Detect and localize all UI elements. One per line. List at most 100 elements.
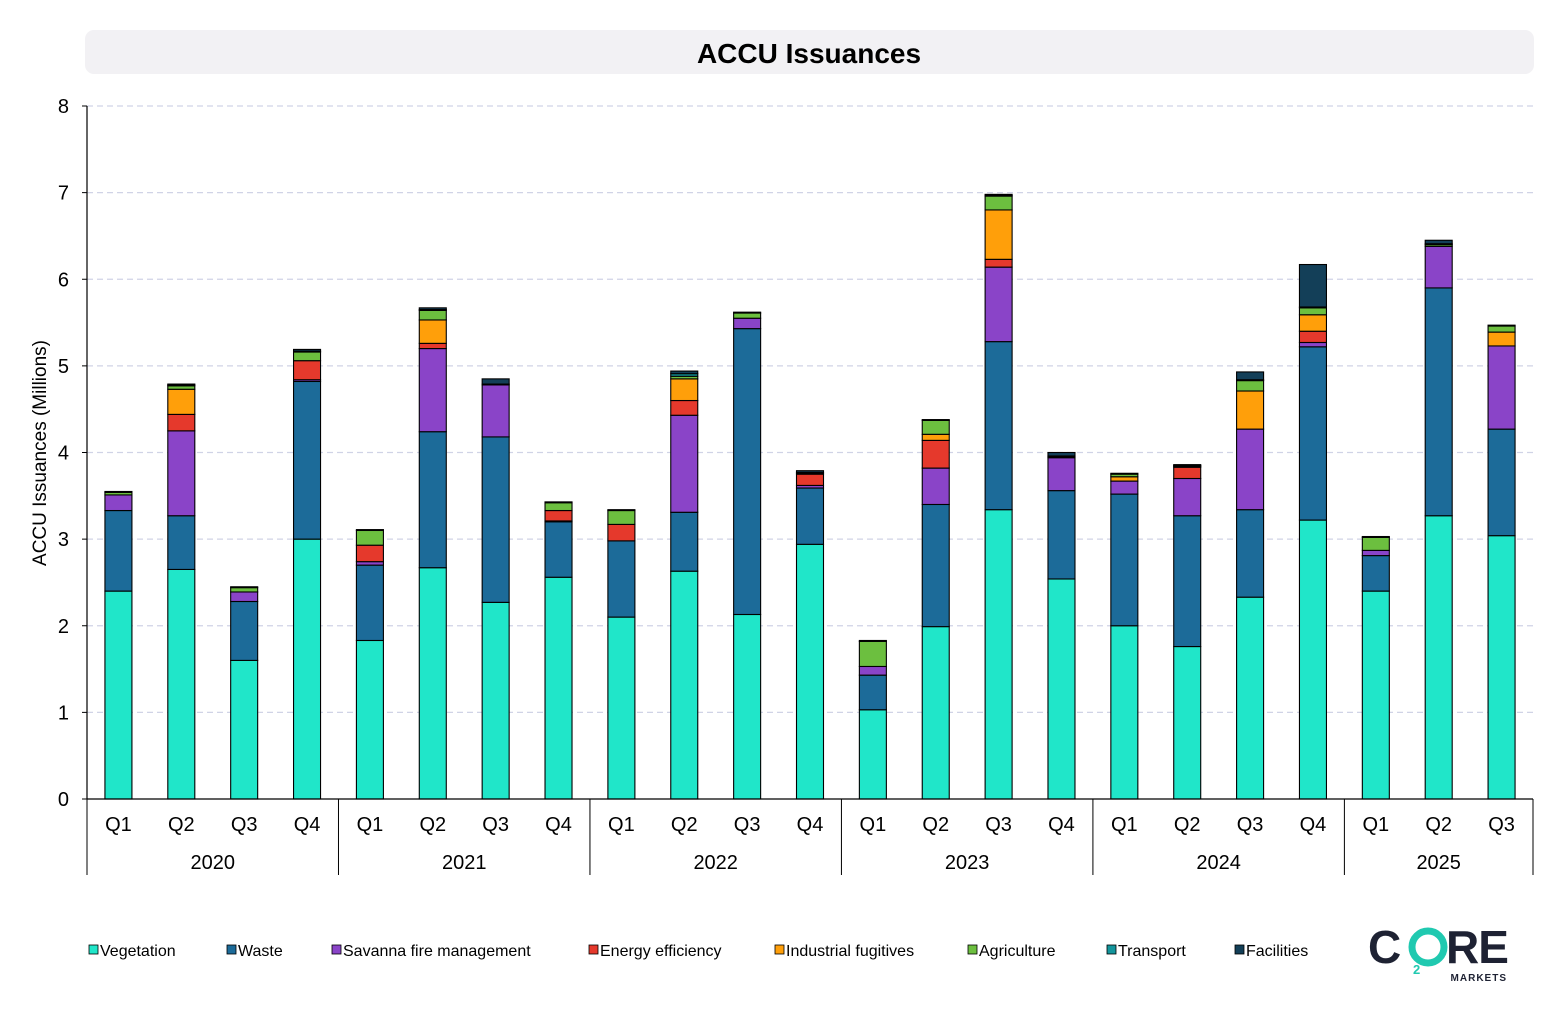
- bar-segment-industrial-fugitives: [167, 388, 196, 415]
- bar-segment-savanna-fire-management: [858, 665, 887, 676]
- legend-label: Agriculture: [979, 943, 1056, 960]
- bar-segment-savanna-fire-management: [230, 591, 259, 603]
- legend-item: Energy efficiency: [588, 943, 722, 960]
- bar-segment-vegetation: [795, 543, 825, 800]
- bar-segment-vegetation: [733, 613, 762, 800]
- x-tick-label: Q2: [671, 814, 698, 836]
- bar-segment-vegetation: [481, 601, 510, 800]
- legend-swatch: [1106, 944, 1117, 955]
- bar-segment-waste: [104, 509, 133, 592]
- bar-segment-agriculture: [733, 312, 762, 319]
- bar-segment-industrial-fugitives: [418, 319, 447, 344]
- bar-segment-transport: [230, 586, 259, 589]
- bar-stack: [230, 586, 259, 800]
- bar-segment-waste: [1173, 515, 1202, 648]
- bar-segment-waste: [544, 521, 573, 578]
- bar-segment-waste: [1487, 428, 1516, 537]
- y-tick-label: 5: [58, 356, 69, 378]
- bar-segment-transport: [1487, 324, 1516, 327]
- bar-stack: [1173, 464, 1202, 800]
- bar-segment-energy-efficiency: [921, 439, 950, 469]
- bar-segment-facilities: [1236, 371, 1265, 381]
- bar-segment-waste: [230, 600, 259, 661]
- bar-stack: [481, 378, 510, 800]
- bar-segment-vegetation: [1110, 625, 1139, 800]
- title-banner: [85, 30, 1534, 74]
- legend-item: Facilities: [1234, 943, 1308, 960]
- bar-segment-agriculture: [858, 640, 887, 668]
- bar-segment-agriculture: [418, 309, 447, 321]
- y-tick-label: 8: [58, 96, 69, 118]
- bar-stack: [167, 383, 196, 800]
- bar-segment-savanna-fire-management: [1110, 480, 1139, 495]
- x-tick-label: Q4: [1048, 814, 1075, 836]
- bar-segment-facilities: [1047, 451, 1076, 457]
- x-tick-label: Q1: [1362, 814, 1389, 836]
- bar-segment-energy-efficiency: [795, 473, 825, 486]
- bar-segment-waste: [1361, 555, 1390, 592]
- bar-segment-industrial-fugitives: [984, 209, 1013, 260]
- bar-segment-waste: [167, 515, 196, 570]
- bar-segment-vegetation: [355, 639, 384, 800]
- bar-segment-agriculture: [544, 502, 573, 512]
- core-markets-logo: C 2 RE MARKETS: [1368, 921, 1509, 984]
- bar-segment-facilities: [1298, 263, 1328, 308]
- bar-segment-waste: [921, 503, 950, 628]
- bar-segment-transport: [607, 509, 636, 512]
- legend-swatch: [967, 944, 978, 955]
- legend-item: Savanna fire management: [331, 943, 531, 960]
- bar-segment-energy-efficiency: [670, 399, 699, 416]
- bar-segment-transport: [733, 311, 762, 314]
- bar-segment-savanna-fire-management: [1361, 549, 1390, 557]
- legend-label: Savanna fire management: [343, 943, 531, 960]
- bar-segment-agriculture: [1361, 536, 1390, 551]
- bar-stack: [984, 193, 1013, 800]
- logo-re: RE: [1446, 921, 1508, 973]
- bar-segment-savanna-fire-management: [670, 414, 699, 513]
- bar-segment-industrial-fugitives: [1298, 314, 1328, 332]
- bar-segment-energy-efficiency: [355, 544, 384, 563]
- legend-label: Energy efficiency: [600, 943, 722, 960]
- bar-stack: [858, 639, 887, 800]
- bar-segment-waste: [355, 564, 384, 642]
- bar-segment-vegetation: [670, 570, 699, 800]
- bar-segment-vegetation: [418, 567, 447, 800]
- legend-item: Waste: [226, 943, 283, 960]
- legend-swatch: [774, 944, 785, 955]
- bar-segment-agriculture: [230, 587, 259, 593]
- logo-o-ring: [1408, 927, 1448, 967]
- bar-segment-savanna-fire-management: [167, 430, 196, 517]
- bar-stack: [1110, 472, 1139, 800]
- bar-segment-transport: [544, 501, 573, 504]
- bar-stack: [104, 490, 133, 800]
- x-tick-label: Q3: [734, 814, 761, 836]
- x-tick-label: Q1: [608, 814, 635, 836]
- bar-segment-waste: [481, 436, 510, 603]
- bar-stacks: [104, 193, 1516, 800]
- bar-segment-savanna-fire-management: [921, 467, 950, 506]
- bar-segment-energy-efficiency: [292, 360, 322, 381]
- bar-segment-savanna-fire-management: [984, 266, 1013, 343]
- logo-subscript: 2: [1413, 962, 1420, 977]
- x-tick-label: Q4: [545, 814, 572, 836]
- legend-item: Vegetation: [88, 943, 176, 960]
- bar-segment-waste: [984, 341, 1013, 511]
- bar-segment-industrial-fugitives: [670, 378, 699, 402]
- legend-swatch: [1234, 944, 1245, 955]
- bar-segment-waste: [795, 487, 825, 545]
- bar-segment-vegetation: [1424, 515, 1453, 800]
- bar-stack: [1236, 371, 1265, 800]
- bar-segment-facilities: [1173, 464, 1202, 467]
- bar-segment-waste: [858, 674, 887, 711]
- bar-segment-vegetation: [607, 616, 636, 800]
- legend: Vegetation Waste Savanna fire management En…: [88, 943, 1308, 960]
- y-tick-label: 0: [58, 789, 69, 811]
- bar-stack: [1047, 451, 1076, 800]
- bar-segment-savanna-fire-management: [481, 384, 510, 438]
- bar-segment-facilities: [292, 348, 322, 352]
- bar-segment-vegetation: [1047, 578, 1076, 800]
- logo-subtext: MARKETS: [1451, 973, 1507, 984]
- bar-segment-waste: [418, 431, 447, 569]
